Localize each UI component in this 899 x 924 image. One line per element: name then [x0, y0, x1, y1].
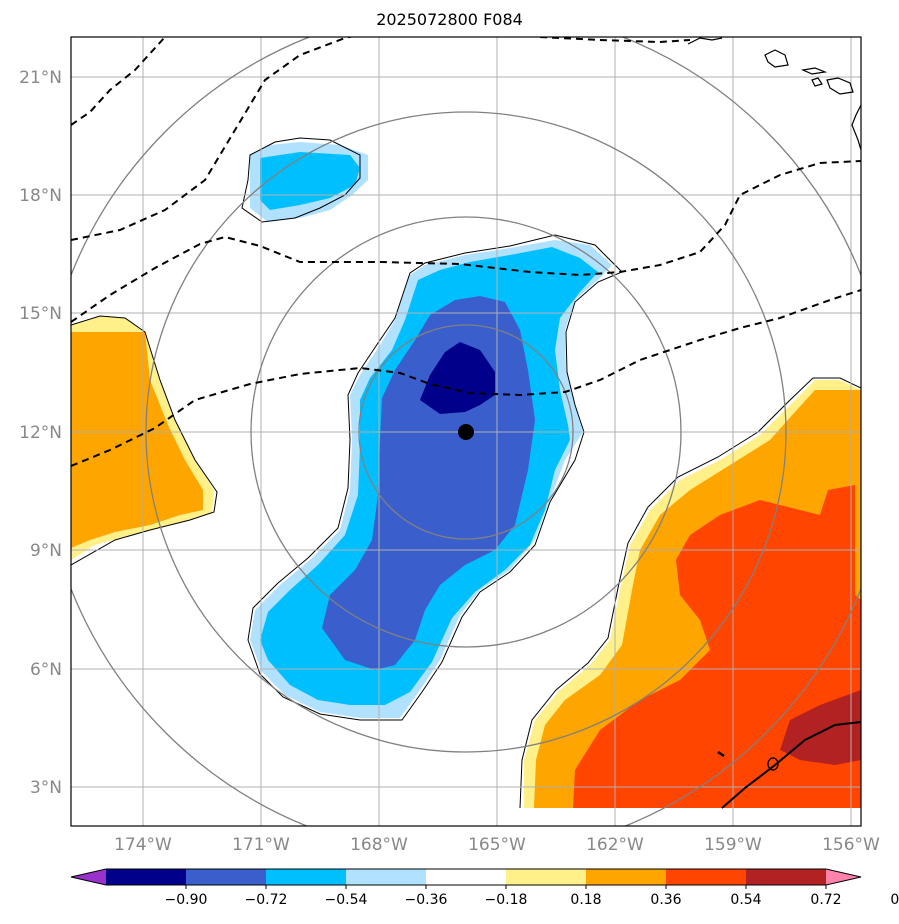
positive-region-west: [71, 332, 203, 548]
dashed-contours: [71, 37, 861, 467]
colorbar-segment: [426, 869, 507, 885]
colorbar: −0.90 −0.72 −0.54 −0.36 −0.18 0.18 0.36 0.54 0.7…: [70, 868, 899, 908]
lat-label: 21°N: [19, 68, 62, 88]
range-rings: [71, 37, 861, 826]
colorbar-label: −0.54: [325, 892, 368, 908]
lat-label: 12°N: [19, 423, 62, 443]
colorbar-segment: [666, 869, 747, 885]
lon-label: 168°W: [350, 835, 408, 855]
lat-label: 9°N: [30, 541, 62, 561]
lon-label: 174°W: [114, 835, 172, 855]
map-frame: [70, 36, 862, 827]
deep-negative-region-main: [420, 342, 495, 414]
colorbar-label: −0.72: [245, 892, 288, 908]
negative-region-main-contour: [247, 234, 623, 721]
solid-contour: [721, 721, 861, 809]
plot-title: 2025072800 F084: [376, 10, 523, 29]
colorbar-segment: [746, 869, 827, 885]
lon-label: 165°W: [468, 835, 526, 855]
lon-label: 162°W: [586, 835, 644, 855]
colorbar-label: 0.36: [650, 892, 681, 908]
colorbar-label: 0.54: [730, 892, 761, 908]
colorbar-segment: [106, 869, 187, 885]
colorbar-segment: [186, 869, 267, 885]
colorbar-extend-low: [71, 869, 106, 885]
colorbar-label: 0.72: [810, 892, 841, 908]
positive-region-east-contour: [519, 377, 861, 809]
contour-label-marker: [767, 757, 779, 771]
latitude-labels: 21°N 18°N 15°N 12°N 9°N 6°N 3°N: [19, 68, 62, 798]
lon-label: 156°W: [822, 835, 880, 855]
map-area: [71, 37, 861, 826]
colorbar-outline: [70, 868, 862, 886]
deep-positive-region-east: [780, 690, 861, 765]
lat-label: 18°N: [19, 186, 62, 206]
colorbar-segment: [506, 869, 587, 885]
storm-center-marker: [458, 424, 474, 440]
colorbar-label: 0.18: [570, 892, 601, 908]
colorbar-segment: [586, 869, 667, 885]
lat-label: 6°N: [30, 660, 62, 680]
colorbar-segment: [346, 869, 427, 885]
lon-label: 159°W: [704, 835, 762, 855]
small-contour-fragment: [717, 750, 725, 758]
lat-label: 3°N: [30, 778, 62, 798]
lat-label: 15°N: [19, 304, 62, 324]
coastlines: [687, 37, 861, 151]
colorbar-label: −0.36: [405, 892, 448, 908]
lon-label: 171°W: [232, 835, 290, 855]
negative-region-north: [260, 152, 360, 210]
colorbar-segment: [266, 869, 347, 885]
colorbar-label: −0.90: [165, 892, 208, 908]
colorbar-label: −0.18: [485, 892, 528, 908]
positive-region-west-contour: [71, 315, 218, 566]
longitude-labels: 174°W 171°W 168°W 165°W 162°W 159°W 156°…: [114, 835, 880, 855]
colorbar-label: 0.90: [890, 892, 899, 908]
colorbar-extend-high: [826, 869, 861, 885]
